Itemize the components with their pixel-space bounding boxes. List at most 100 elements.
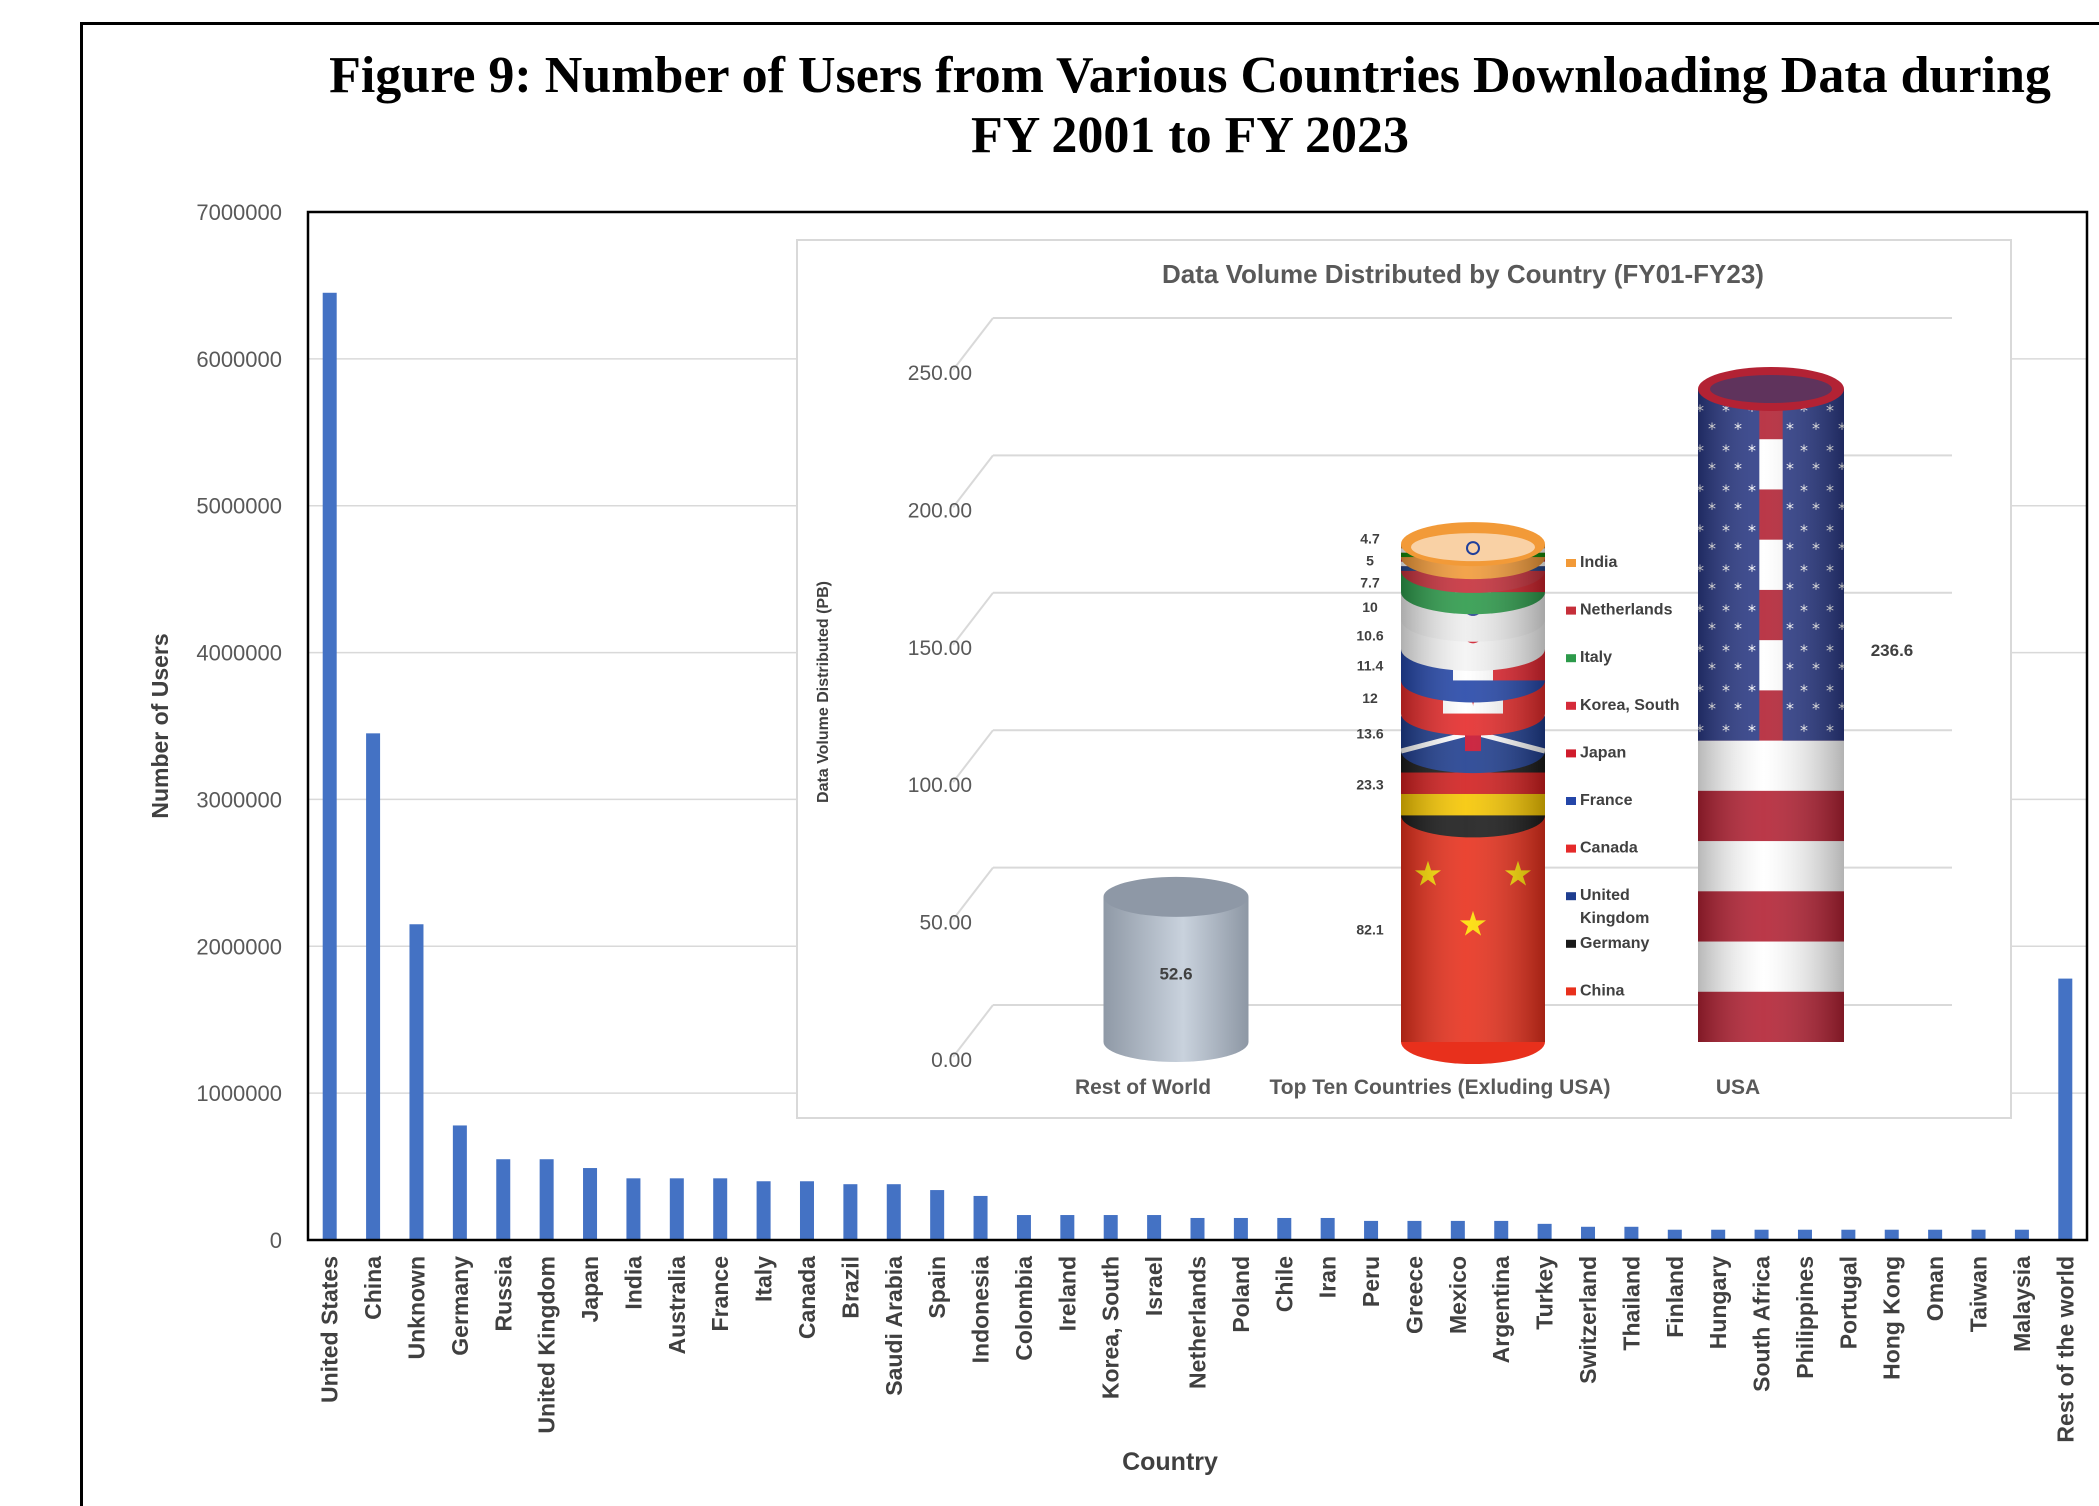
value-label-united-kingdom: 13.6 xyxy=(1356,725,1383,741)
main-x-tick-label: Peru xyxy=(1358,1256,1384,1307)
main-x-tick-label: Hungary xyxy=(1705,1256,1731,1350)
main-x-tick-label: Unknown xyxy=(403,1256,429,1360)
main-x-tick-label: Ireland xyxy=(1054,1256,1080,1331)
legend-label: Kingdom xyxy=(1580,910,1649,927)
main-x-tick-label: Colombia xyxy=(1011,1256,1037,1361)
main-x-tick-label: Hong Kong xyxy=(1879,1256,1905,1380)
cylinder-rest-of-world-top xyxy=(1103,876,1249,917)
inset-category-labels: Rest of World Top Ten Countries (Exluding… xyxy=(1075,1076,1760,1099)
main-bar xyxy=(366,733,381,1240)
main-bar xyxy=(1884,1229,1899,1240)
main-x-tick-label: Saudi Arabia xyxy=(881,1256,907,1396)
main-x-tick-label: Philippines xyxy=(1792,1256,1818,1379)
inset-y-tick-label: 250.00 xyxy=(908,362,972,385)
value-label-netherlands: 5 xyxy=(1366,552,1374,568)
stack-shading xyxy=(1401,544,1545,1042)
value-label-italy: 7.7 xyxy=(1360,574,1380,590)
legend-label: United xyxy=(1580,887,1630,904)
main-bar xyxy=(1233,1217,1248,1240)
main-y-tick-labels: 0 1000000 2000000 3000000 4000000 5000000 6000… xyxy=(196,200,282,1253)
inset-y-tick-label: 200.00 xyxy=(908,499,972,522)
main-bar xyxy=(1624,1226,1639,1240)
inset-gridline-depth xyxy=(952,1004,994,1058)
legend-item: Japan xyxy=(1566,744,1626,761)
main-bar xyxy=(1016,1215,1031,1240)
legend-item: China xyxy=(1566,982,1625,999)
usa-shading xyxy=(1698,388,1844,1042)
main-x-tick-label: United States xyxy=(317,1256,343,1403)
inset-category-label: Top Ten Countries (Exluding USA) xyxy=(1269,1076,1610,1099)
main-bar xyxy=(409,924,424,1240)
main-plot-border xyxy=(306,210,2089,1242)
main-x-tick-label: Russia xyxy=(490,1256,516,1332)
inset-category-label: USA xyxy=(1716,1076,1760,1099)
main-bar xyxy=(930,1190,945,1240)
main-x-tick-label: Indonesia xyxy=(968,1256,994,1364)
main-x-tick-label: Spain xyxy=(924,1256,950,1319)
legend-label: Korea, South xyxy=(1580,697,1680,714)
main-bar xyxy=(1797,1229,1812,1240)
main-bar xyxy=(843,1184,858,1240)
legend-item: Canada xyxy=(1566,840,1638,857)
figure-title: Figure 9: Number of Users from Various C… xyxy=(329,47,2051,164)
stack-top-cap xyxy=(1401,522,1545,567)
main-bar xyxy=(1450,1220,1465,1240)
main-bar xyxy=(1494,1220,1509,1240)
main-x-tick-label: Iran xyxy=(1315,1256,1341,1298)
value-label-usa: 236.6 xyxy=(1871,641,1914,660)
main-y-axis-title: Number of Users xyxy=(147,633,173,818)
value-label-canada: 12 xyxy=(1362,690,1378,706)
main-bar xyxy=(322,292,337,1240)
main-bar xyxy=(1103,1215,1118,1240)
main-bar xyxy=(583,1168,598,1240)
inset-value-labels: 52.6 82.1 23.3 13.6 12 11.4 10.6 10 7.7 5 4.7 236.6 xyxy=(1159,530,1913,983)
cylinder-usa-top xyxy=(1710,374,1832,403)
main-bar xyxy=(1841,1229,1856,1240)
main-bar xyxy=(1407,1220,1422,1240)
value-label-france: 11.4 xyxy=(1357,658,1384,674)
legend-swatch xyxy=(1566,844,1576,853)
inset-category-label: Rest of World xyxy=(1075,1076,1211,1099)
inset-gridline-depth xyxy=(952,866,994,921)
value-label-korea-south: 10 xyxy=(1362,599,1378,615)
main-bar xyxy=(799,1181,814,1240)
main-x-tick-label: South Africa xyxy=(1749,1256,1775,1392)
main-y-tick-label: 5000000 xyxy=(196,494,282,519)
main-bar xyxy=(1928,1229,1943,1240)
inset-y-axis-title: Data Volume Distributed (PB) xyxy=(815,581,832,803)
main-x-tick-label: Mexico xyxy=(1445,1256,1471,1334)
legend-item: Netherlands xyxy=(1566,602,1673,619)
main-bar xyxy=(2014,1229,2029,1240)
main-bar xyxy=(973,1195,988,1240)
inset-gridline-depth xyxy=(952,454,994,509)
main-x-tick-label: Turkey xyxy=(1532,1256,1558,1330)
legend-item: Germany xyxy=(1566,935,1649,952)
main-bar xyxy=(626,1178,641,1240)
legend-label: Germany xyxy=(1580,935,1649,952)
inset-y-tick-label: 0.00 xyxy=(931,1049,972,1072)
main-x-tick-label: Poland xyxy=(1228,1256,1254,1333)
legend-label: Japan xyxy=(1580,744,1626,761)
main-bar xyxy=(539,1159,554,1240)
main-bar xyxy=(1667,1229,1682,1240)
inset-y-tick-label: 150.00 xyxy=(908,637,972,660)
cylinder-rest-of-world-body xyxy=(1103,896,1249,1062)
main-bar xyxy=(496,1159,511,1240)
main-bar xyxy=(1277,1217,1292,1240)
inset-y-tick-labels: 0.00 50.00 100.00 150.00 200.00 250.00 xyxy=(908,362,972,1072)
main-y-tick-label: 0 xyxy=(270,1228,282,1253)
main-x-tick-label: Korea, South xyxy=(1098,1256,1124,1399)
main-x-tick-label: Japan xyxy=(577,1256,603,1322)
main-bar xyxy=(886,1184,901,1240)
main-x-tick-label: Chile xyxy=(1271,1256,1297,1312)
stack-top-ellipse xyxy=(1411,533,1535,562)
main-bar xyxy=(1147,1215,1162,1240)
main-x-tick-label: Netherlands xyxy=(1185,1256,1211,1389)
value-label-rest-of-world: 52.6 xyxy=(1159,964,1192,983)
inset-gridline-depth xyxy=(952,317,994,371)
main-y-tick-label: 3000000 xyxy=(196,787,282,812)
main-bar xyxy=(713,1178,728,1240)
main-bar xyxy=(1581,1226,1596,1240)
main-bar xyxy=(1711,1229,1726,1240)
legend-swatch xyxy=(1566,749,1576,758)
